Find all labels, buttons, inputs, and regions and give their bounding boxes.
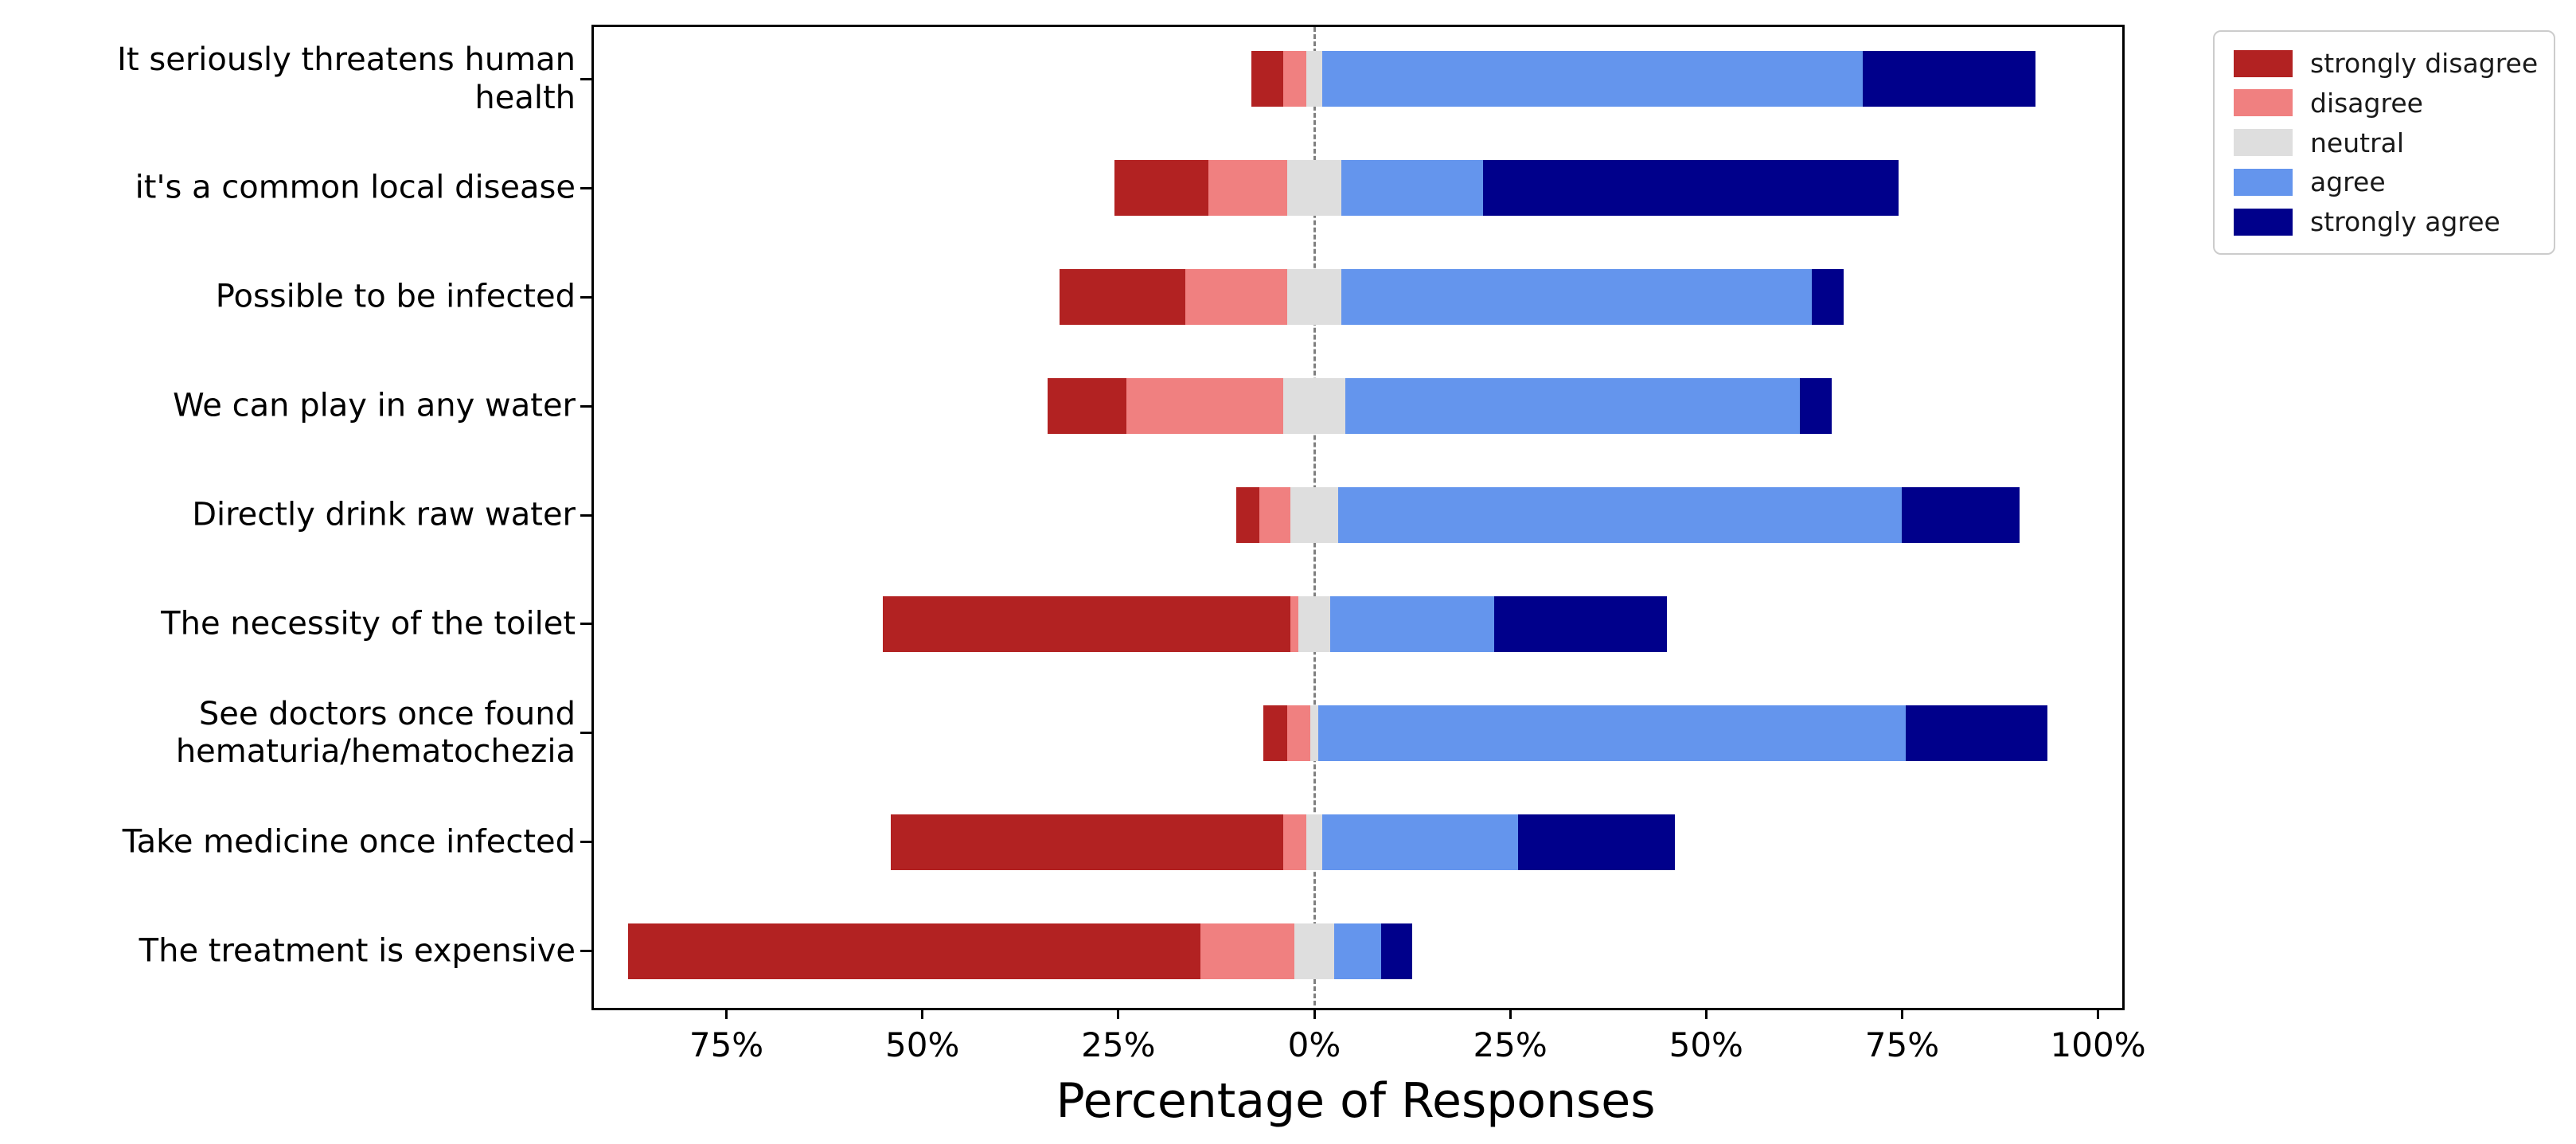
bar-segment-strongly-agree [1906, 705, 2047, 761]
bar-segment-agree [1321, 814, 1518, 870]
bar-segment-neutral [1286, 160, 1342, 217]
y-tick-mark [580, 841, 591, 844]
legend-label: neutral [2310, 127, 2405, 158]
bar-segment-agree [1333, 923, 1381, 979]
bar-segment-neutral [1294, 923, 1334, 979]
category-label: See doctors once found hematuria/hematoc… [175, 695, 576, 770]
legend-swatch-disagree [2234, 89, 2293, 117]
category-label: it's a common local disease [135, 169, 576, 206]
bar-segment-agree [1317, 705, 1907, 761]
bar-segment-disagree [1290, 595, 1299, 652]
x-tick-label: 100% [2050, 1025, 2146, 1064]
category-label: The necessity of the toilet [161, 605, 576, 642]
bar-segment-strongly-disagree [1060, 269, 1185, 326]
x-tick-mark [1509, 1008, 1512, 1019]
bar-segment-agree [1329, 595, 1495, 652]
category-label: We can play in any water [173, 387, 576, 424]
x-tick-label: 0% [1287, 1025, 1341, 1064]
x-tick-mark [1117, 1008, 1120, 1019]
legend-swatch-neutral [2234, 129, 2293, 156]
bar-segment-strongly-disagree [883, 595, 1291, 652]
x-tick-mark [1704, 1008, 1708, 1019]
x-tick-label: 75% [1864, 1025, 1940, 1064]
x-tick-label: 25% [1473, 1025, 1548, 1064]
bar-segment-strongly-disagree [891, 814, 1283, 870]
bar-segment-disagree [1259, 487, 1291, 543]
bar-segment-strongly-disagree [1048, 378, 1126, 435]
x-axis-label: Percentage of Responses [1056, 1073, 1656, 1129]
bar-segment-agree [1345, 378, 1801, 435]
x-tick-mark [725, 1008, 728, 1019]
bar-segment-disagree [1208, 160, 1287, 217]
bar-segment-strongly-agree [1482, 160, 1899, 217]
legend: strongly disagree disagree neutral agree str… [2213, 30, 2555, 255]
bar-segment-agree [1337, 487, 1903, 543]
bar-segment-strongly-agree [1800, 378, 1832, 435]
bar-segment-disagree [1286, 705, 1311, 761]
x-tick-mark [2097, 1008, 2100, 1019]
legend-label: disagree [2310, 87, 2423, 119]
y-tick-mark [580, 950, 591, 953]
y-tick-mark [580, 732, 591, 735]
bar-segment-neutral [1282, 378, 1346, 435]
legend-swatch-strongly-disagree [2234, 49, 2293, 77]
x-tick-label: 50% [885, 1025, 960, 1064]
category-label: Directly drink raw water [192, 496, 576, 533]
x-tick-mark [1900, 1008, 1903, 1019]
legend-label: strongly disagree [2310, 48, 2539, 79]
y-tick-mark [580, 623, 591, 626]
y-tick-mark [580, 186, 591, 189]
y-tick-mark [580, 404, 591, 408]
x-tick-mark [1313, 1008, 1316, 1019]
bar-segment-strongly-agree [1494, 595, 1668, 652]
bar-segment-agree [1321, 51, 1864, 107]
bar-segment-strongly-disagree [628, 923, 1201, 979]
x-tick-label: 25% [1081, 1025, 1156, 1064]
bar-segment-strongly-disagree [1251, 51, 1283, 107]
bar-segment-strongly-agree [1517, 814, 1675, 870]
bar-segment-strongly-agree [1380, 923, 1413, 979]
legend-swatch-strongly-agree [2234, 208, 2293, 236]
bar-segment-neutral [1306, 51, 1322, 107]
y-tick-mark [580, 77, 591, 80]
legend-item-strongly-agree: strongly agree [2234, 206, 2535, 237]
bar-segment-agree [1341, 269, 1813, 326]
legend-label: agree [2310, 166, 2386, 198]
bar-segment-strongly-agree [1812, 269, 1844, 326]
bar-segment-disagree [1282, 51, 1307, 107]
bar-segment-disagree [1200, 923, 1295, 979]
y-tick-mark [580, 513, 591, 517]
legend-item-strongly-disagree: strongly disagree [2234, 48, 2539, 79]
bar-segment-neutral [1290, 487, 1338, 543]
bar-segment-disagree [1126, 378, 1283, 435]
legend-swatch-agree [2234, 168, 2293, 196]
bar-segment-neutral [1306, 814, 1322, 870]
bar-segment-strongly-disagree [1263, 705, 1287, 761]
bar-segment-strongly-disagree [1235, 487, 1260, 543]
bar-segment-neutral [1286, 269, 1342, 326]
y-tick-mark [580, 295, 591, 299]
legend-item-disagree: disagree [2234, 88, 2535, 119]
category-label: The treatment is expensive [139, 931, 576, 969]
legend-item-agree: agree [2234, 166, 2535, 197]
legend-label: strongly agree [2310, 206, 2500, 237]
x-tick-label: 50% [1669, 1025, 1743, 1064]
x-tick-mark [921, 1008, 924, 1019]
bar-segment-disagree [1282, 814, 1307, 870]
bar-segment-neutral [1298, 595, 1330, 652]
bar-segment-disagree [1185, 269, 1287, 326]
bar-segment-strongly-disagree [1114, 160, 1209, 217]
bar-segment-agree [1341, 160, 1483, 217]
category-label: Take medicine once infected [122, 823, 576, 861]
category-label: It seriously threatens human health [117, 41, 576, 116]
x-tick-label: 75% [689, 1025, 764, 1064]
bar-segment-strongly-agree [1863, 51, 2035, 107]
bar-segment-neutral [1310, 705, 1318, 761]
category-label: Possible to be infected [215, 278, 576, 315]
legend-item-neutral: neutral [2234, 127, 2535, 158]
bar-segment-strongly-agree [1902, 487, 2020, 543]
